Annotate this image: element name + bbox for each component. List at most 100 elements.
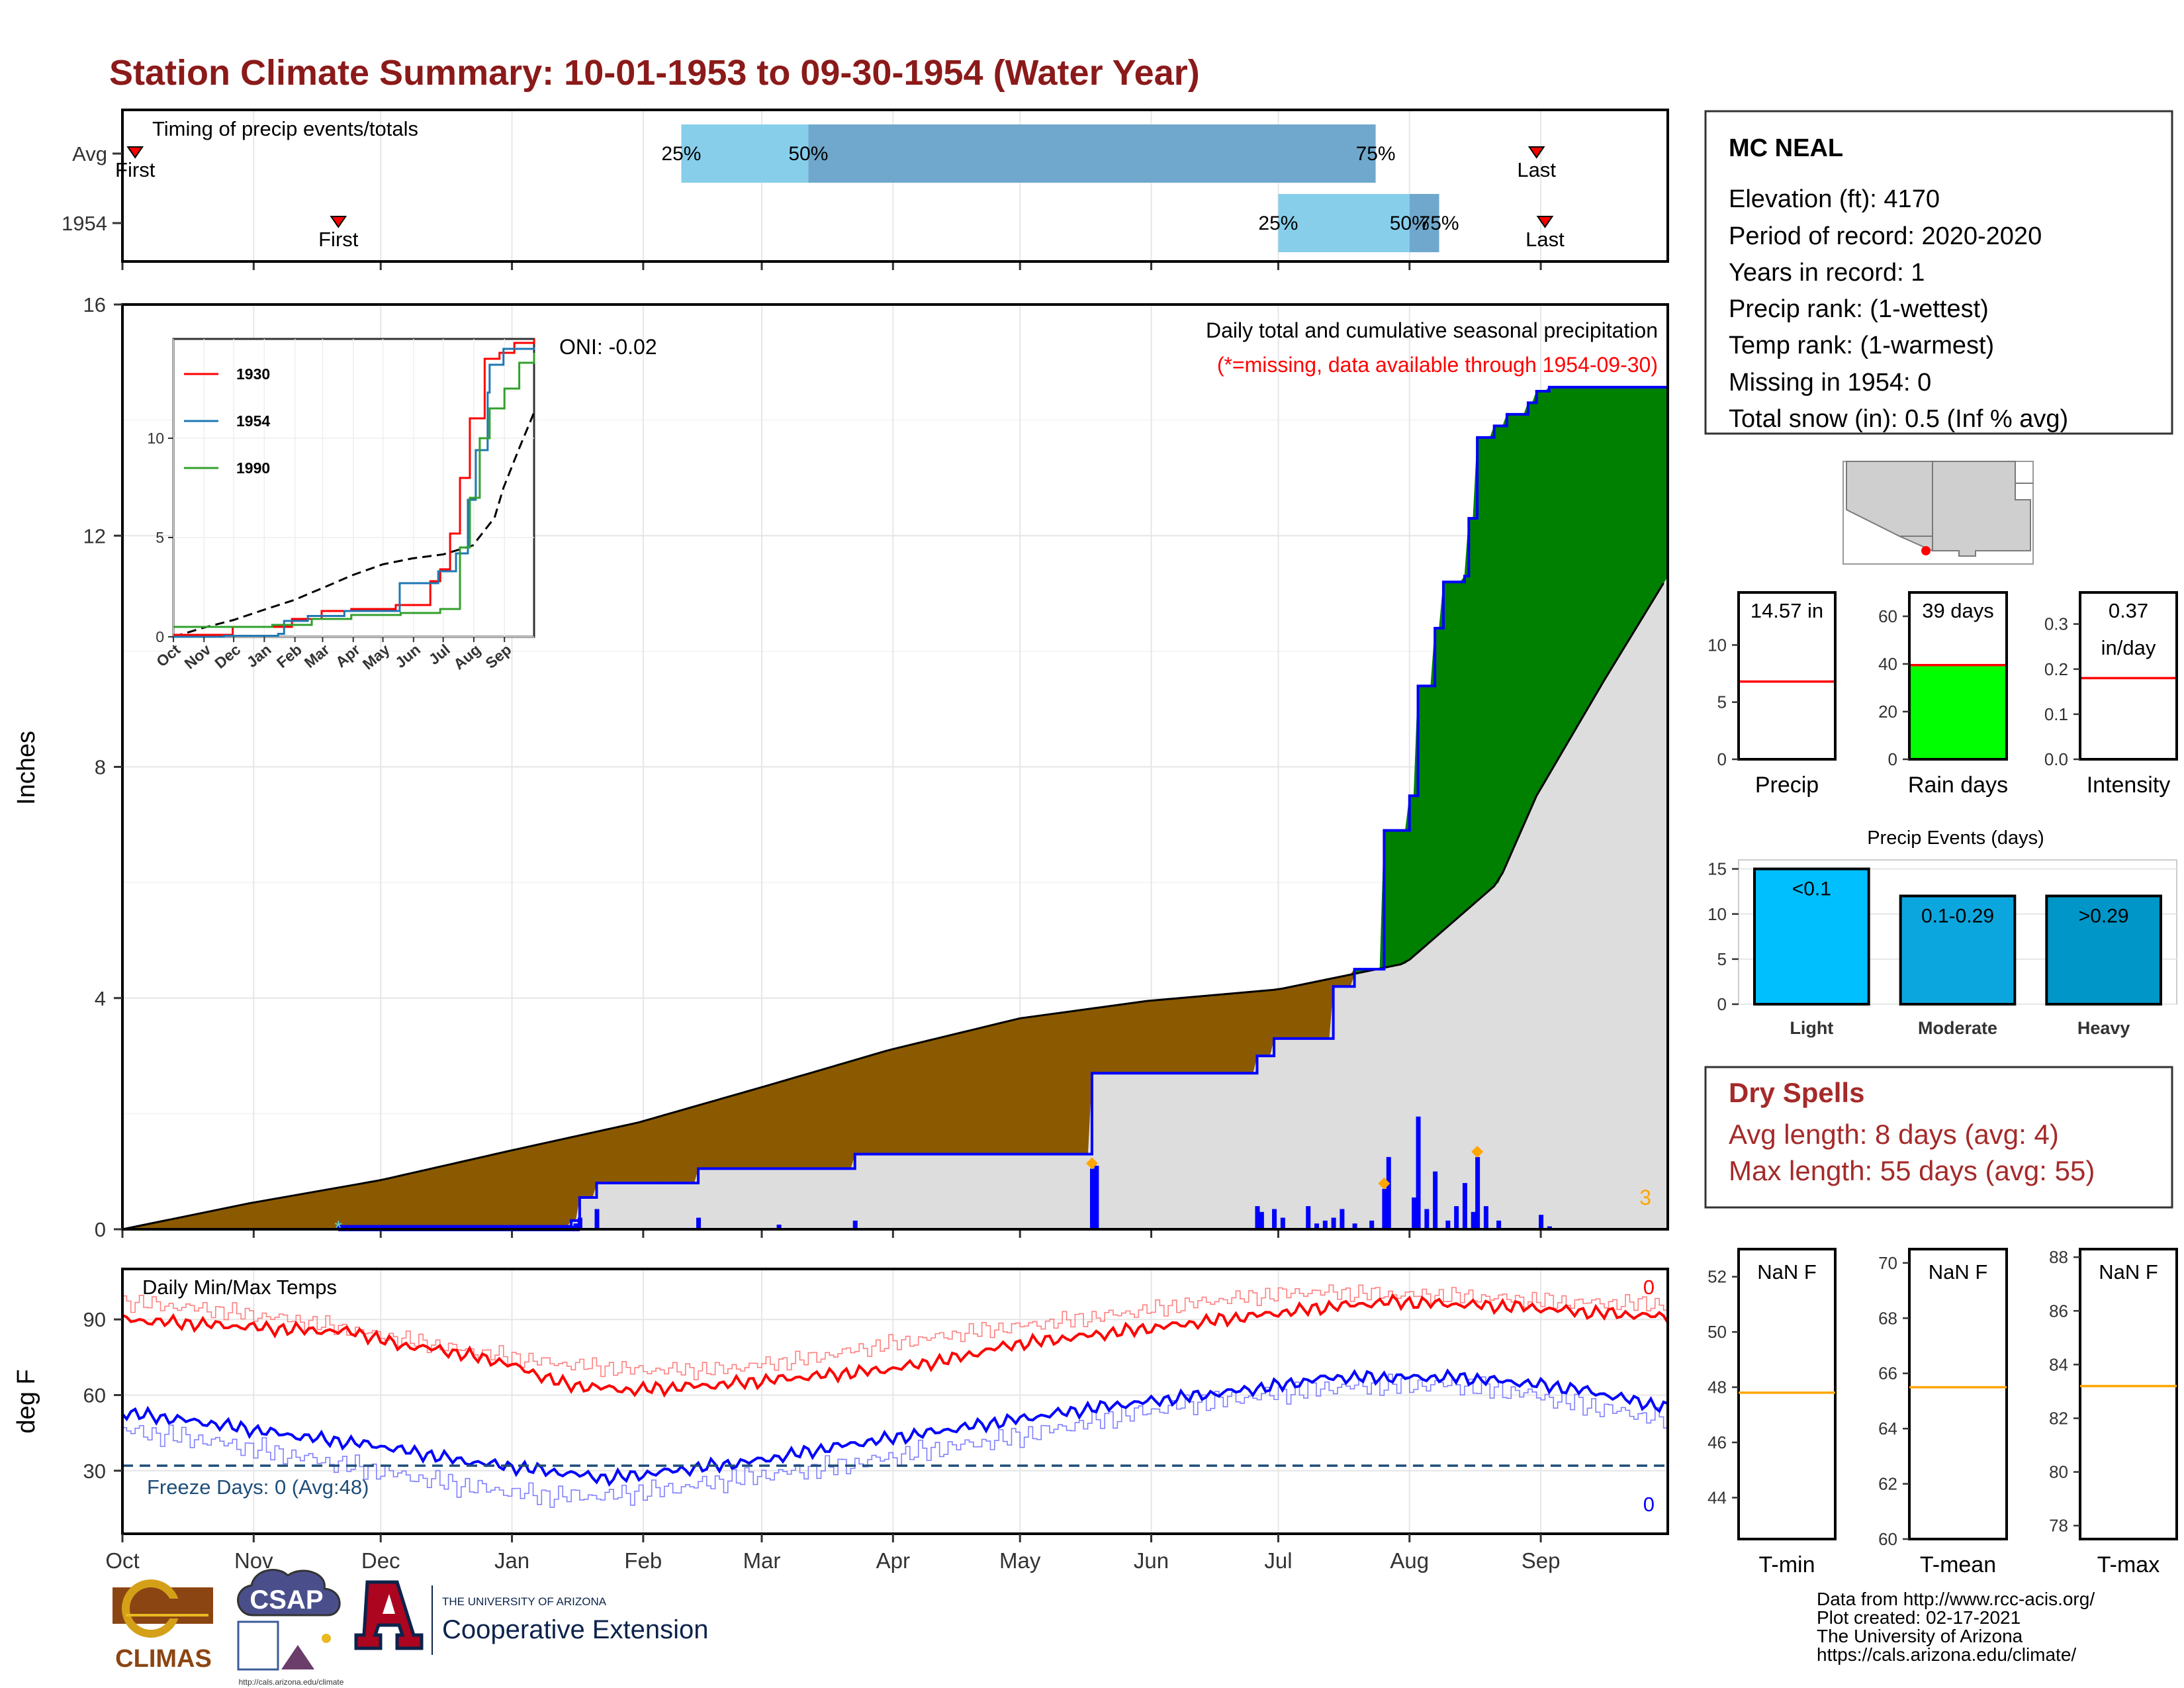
locator-map bbox=[1843, 461, 2034, 565]
cumulative-anomaly-segment bbox=[1040, 1014, 1046, 1154]
cumulative-anomaly-segment bbox=[245, 1203, 250, 1230]
precip-ylabel: Inches bbox=[13, 731, 40, 805]
cumulative-anomaly-segment bbox=[934, 1037, 940, 1154]
cumulative-anomaly-segment bbox=[706, 1101, 711, 1169]
cumulative-anomaly-segment bbox=[1032, 1015, 1038, 1154]
cumulative-anomaly-segment bbox=[414, 1171, 420, 1227]
cumulative-anomaly-segment bbox=[1303, 983, 1308, 1039]
cumulative-anomaly-segment bbox=[435, 1166, 441, 1227]
cumulative-anomaly-segment bbox=[275, 1197, 279, 1230]
cumulative-anomaly-segment bbox=[266, 1199, 271, 1230]
cumulative-anomaly-segment bbox=[876, 1052, 881, 1154]
credit-line-4: https://cals.arizona.edu/climate/ bbox=[1817, 1644, 2076, 1665]
inset-ytick-label: 10 bbox=[147, 430, 164, 447]
cumulative-anomaly-segment bbox=[270, 1198, 275, 1230]
cumulative-anomaly-segment bbox=[948, 1034, 953, 1154]
cumulative-anomaly-segment bbox=[1151, 1000, 1156, 1074]
station-box: MC NEAL Elevation (ft): 4170 Period of r… bbox=[1704, 110, 2173, 435]
cumulative-anomaly-segment bbox=[215, 1209, 220, 1230]
month-tick-label: Feb bbox=[624, 1548, 662, 1573]
cumulative-anomaly-segment bbox=[516, 1148, 521, 1227]
cumulative-anomaly-segment bbox=[1388, 830, 1393, 967]
cumulative-anomaly-segment bbox=[257, 1200, 263, 1230]
cumulative-anomaly-segment bbox=[668, 1112, 673, 1184]
daily-precip-bar bbox=[594, 1209, 600, 1229]
cumulative-anomaly-segment bbox=[457, 1161, 462, 1227]
temp-ylabel: deg F bbox=[13, 1369, 40, 1433]
gauge-ytick-label: 10 bbox=[1707, 635, 1727, 655]
cumulative-1954-line bbox=[122, 385, 1668, 1231]
events-category-label: Heavy bbox=[2077, 1018, 2130, 1038]
daily-precip-bar bbox=[1475, 1156, 1480, 1229]
cumulative-anomaly-segment bbox=[1222, 994, 1228, 1074]
max-temp-observed-line bbox=[122, 1293, 1669, 1398]
cumulative-anomaly-segment bbox=[745, 1090, 750, 1169]
ua-logo: THE UNIVERSITY OF ARIZONA Cooperative Ex… bbox=[354, 1580, 708, 1655]
timing-marker-label: Last bbox=[1525, 228, 1565, 251]
gauge-name: Rain days bbox=[1908, 773, 2008, 798]
daily-precip-bar bbox=[1496, 1220, 1502, 1229]
inset-xtick-label: Feb bbox=[273, 641, 305, 671]
cumulative-anomaly-segment bbox=[1655, 387, 1660, 598]
cumulative-anomaly-segment bbox=[609, 1127, 614, 1184]
cumulative-anomaly-segment bbox=[1570, 387, 1575, 739]
cumulative-anomaly-segment bbox=[1549, 387, 1554, 775]
temp-title: Daily Min/Max Temps bbox=[142, 1276, 337, 1299]
month-tick-label: Jul bbox=[1264, 1548, 1292, 1573]
cumulative-anomaly-segment bbox=[219, 1208, 224, 1230]
gauge-frame-bg bbox=[2080, 592, 2177, 759]
events-ytick-label: 0 bbox=[1717, 994, 1727, 1014]
cumulative-anomaly-segment bbox=[1561, 387, 1567, 753]
cumulative-anomaly-segment bbox=[507, 1150, 512, 1227]
cumulative-anomaly-segment bbox=[1494, 426, 1499, 887]
cumulative-anomaly-segment bbox=[1320, 979, 1326, 1039]
timing-heading: Timing of precip events/totals bbox=[152, 117, 418, 140]
cumulative-anomaly-segment bbox=[842, 1062, 847, 1169]
cumulative-anomaly-segment bbox=[1146, 1000, 1152, 1074]
cumulative-anomaly-segment bbox=[1515, 414, 1520, 845]
daily-precip-bar bbox=[1471, 1211, 1476, 1229]
ua-top-text: THE UNIVERSITY OF ARIZONA bbox=[442, 1595, 607, 1608]
cumulative-anomaly-segment bbox=[913, 1043, 919, 1154]
cumulative-anomaly-segment bbox=[1273, 989, 1279, 1039]
inset-xtick-label: Apr bbox=[332, 641, 363, 671]
credit-line-1: Data from http://www.rcc-acis.org/ bbox=[1817, 1589, 2095, 1609]
cumulative-anomaly-segment bbox=[240, 1203, 246, 1230]
cumulative-anomaly-segment bbox=[1299, 984, 1304, 1039]
cumulative-anomaly-segment bbox=[545, 1141, 551, 1227]
cumulative-anomaly-segment bbox=[330, 1188, 335, 1230]
cumulative-anomaly-segment bbox=[486, 1154, 491, 1227]
timing-percent-label: 50% bbox=[1390, 212, 1430, 234]
timing-marker-triangle bbox=[1527, 146, 1545, 159]
cumulative-anomaly-segment bbox=[499, 1152, 504, 1227]
inset-xtick-label: Jan bbox=[244, 641, 275, 671]
cumulative-anomaly-segment bbox=[901, 1045, 906, 1154]
gauge-value-label: 14.57 in bbox=[1751, 599, 1823, 622]
temp-gauge-name: T-mean bbox=[1920, 1552, 1996, 1577]
timing-marker-triangle bbox=[126, 146, 144, 159]
cumulative-anomaly-segment bbox=[752, 1088, 758, 1169]
month-tick-label: Aug bbox=[1390, 1548, 1429, 1573]
cumulative-anomaly-segment bbox=[850, 1059, 856, 1169]
daily-precip-bar bbox=[1259, 1211, 1264, 1229]
timing-marker-triangle bbox=[330, 216, 347, 228]
cumulative-anomaly-segment bbox=[897, 1047, 902, 1154]
cumulative-anomaly-segment bbox=[761, 1086, 766, 1169]
daily-precip-bar bbox=[1483, 1206, 1488, 1229]
inset-xtick-label: Aug bbox=[450, 641, 484, 673]
cumulative-anomaly-segment bbox=[1024, 1017, 1029, 1154]
cumulative-anomaly-segment bbox=[803, 1073, 809, 1169]
daily-precip-bar bbox=[1089, 1168, 1095, 1229]
month-tick-label: Mar bbox=[743, 1548, 781, 1573]
cumulative-anomaly-segment bbox=[685, 1107, 690, 1184]
gauge-ytick-label: 0 bbox=[1717, 749, 1727, 769]
cumulative-anomaly-segment bbox=[625, 1123, 631, 1184]
gauge-ytick-label: 60 bbox=[1878, 606, 1897, 626]
gauge-frame bbox=[2079, 591, 2178, 761]
cumulative-anomaly-segment bbox=[617, 1125, 623, 1184]
cumulative-anomaly-segment bbox=[1062, 1011, 1067, 1154]
cumulative-anomaly-segment bbox=[749, 1089, 754, 1169]
cumulative-anomaly-segment bbox=[774, 1082, 779, 1169]
freeze-label: Freeze Days: 0 (Avg:48) bbox=[147, 1476, 369, 1499]
